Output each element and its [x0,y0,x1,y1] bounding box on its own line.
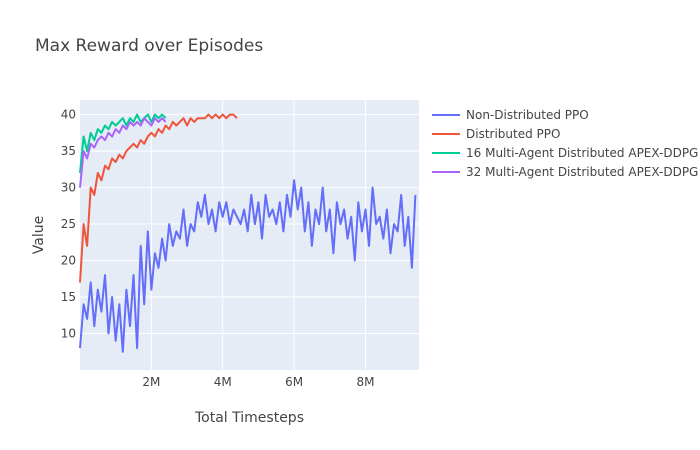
series-lines [79,113,417,353]
y-tick-label: 35 [61,144,76,158]
series-line-4 [79,117,167,188]
legend-label: 32 Multi-Agent Distributed APEX-DDPG [466,165,698,179]
y-tick-label: 20 [61,254,76,268]
y-tick-label: 40 [61,108,76,122]
chart-title: Max Reward over Episodes [35,36,263,56]
x-tick-label: 8M [356,375,374,389]
x-tick-label: 4M [214,375,232,389]
x-tick-label: 2M [142,375,160,389]
y-tick-label: 30 [61,181,76,195]
y-axis-title: Value [31,216,47,254]
legend-label: 16 Multi-Agent Distributed APEX-DDPG [466,146,698,160]
legend-label: Non-Distributed PPO [466,108,589,122]
x-axis-ticks: 2M 4M 6M 8M [142,375,374,389]
y-axis-ticks: 10 15 20 25 30 35 40 [61,108,76,341]
grid-lines [80,100,419,370]
series-line-2 [79,113,238,283]
legend-label: Distributed PPO [466,127,560,141]
y-tick-label: 15 [61,290,76,304]
legend: Non-Distributed PPO Distributed PPO 16 Mul… [432,108,698,179]
x-tick-label: 6M [285,375,303,389]
y-tick-label: 25 [61,217,76,231]
x-axis-title: Total Timesteps [194,410,304,426]
series-line-3 [79,113,167,174]
series-line-1 [79,179,417,353]
y-tick-label: 10 [61,327,76,341]
